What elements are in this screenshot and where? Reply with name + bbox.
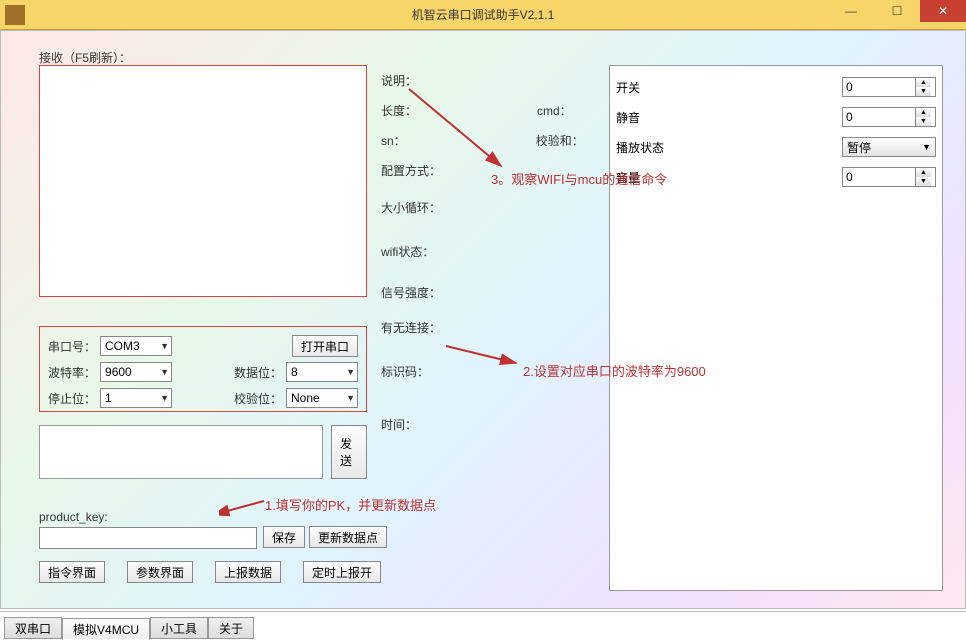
port-label: 串口号： <box>48 338 96 355</box>
cfg-label: 配置方式： <box>381 162 441 179</box>
loop-label: 大小循环： <box>381 199 441 216</box>
wifi-label: wifi状态： <box>381 243 434 260</box>
baud-label: 波特率： <box>48 364 96 381</box>
signal-label: 信号强度： <box>381 284 441 301</box>
minimize-button[interactable]: — <box>828 0 874 22</box>
annotation-1: 1.填写你的PK，并更新数据点 <box>265 495 436 514</box>
len-label: 长度： <box>381 102 417 119</box>
product-key-label: product_key: <box>39 510 108 524</box>
tab-tools[interactable]: 小工具 <box>150 617 208 639</box>
check-combo[interactable]: None▼ <box>286 388 358 408</box>
receive-label: 接收（F5刷新）： <box>39 49 131 66</box>
chk-label: 校验和： <box>536 132 584 149</box>
sn-label: sn： <box>381 132 406 149</box>
close-button[interactable]: ✕ <box>920 0 966 22</box>
tab-simulate-v4mcu[interactable]: 模拟V4MCU <box>62 618 150 640</box>
save-button[interactable]: 保存 <box>263 526 305 548</box>
mute-label: 静音 <box>616 109 842 126</box>
volume-spinner[interactable]: ▲▼ <box>842 167 936 187</box>
report-button[interactable]: 上报数据 <box>215 561 281 583</box>
send-textarea[interactable] <box>39 425 323 479</box>
window-buttons: — ☐ ✕ <box>828 0 966 22</box>
mute-spinner[interactable]: ▲▼ <box>842 107 936 127</box>
port-combo[interactable]: COM3▼ <box>100 336 172 356</box>
datapoint-panel: 开关 ▲▼ 静音 ▲▼ 播放状态 暂停▼ 音量 ▲▼ <box>609 65 943 591</box>
annotation-3: 3。观察WIFI与mcu的通信命令 <box>491 169 667 188</box>
param-ui-button[interactable]: 参数界面 <box>127 561 193 583</box>
id-label: 标识码： <box>381 363 429 380</box>
tab-about[interactable]: 关于 <box>208 617 254 639</box>
serial-settings: 串口号： COM3▼ 打开串口 波特率： 9600▼ 数据位： 8▼ 停止位： … <box>39 326 367 412</box>
check-label: 校验位： <box>234 390 282 407</box>
send-button[interactable]: 发送 <box>331 425 367 479</box>
cmd-ui-button[interactable]: 指令界面 <box>39 561 105 583</box>
play-label: 播放状态 <box>616 139 842 156</box>
maximize-button[interactable]: ☐ <box>874 0 920 22</box>
update-datapoint-button[interactable]: 更新数据点 <box>309 526 387 548</box>
desc-label: 说明： <box>381 72 417 89</box>
up-arrow-icon: ▲ <box>916 78 931 87</box>
databit-combo[interactable]: 8▼ <box>286 362 358 382</box>
conn-label: 有无连接： <box>381 319 441 336</box>
stop-combo[interactable]: 1▼ <box>100 388 172 408</box>
cmd-label: cmd： <box>537 102 572 119</box>
annotation-arrow-1 <box>219 497 269 517</box>
down-arrow-icon: ▼ <box>916 87 931 96</box>
product-key-input[interactable] <box>39 527 257 549</box>
bottom-button-row: 指令界面 参数界面 上报数据 定时上报开 <box>39 561 381 583</box>
window-title: 机智云串口调试助手V2.1.1 <box>412 6 555 23</box>
open-port-button[interactable]: 打开串口 <box>292 335 358 357</box>
stop-label: 停止位： <box>48 390 96 407</box>
timer-report-button[interactable]: 定时上报开 <box>303 561 381 583</box>
receive-textarea[interactable] <box>39 65 367 297</box>
tab-bar: 双串口 模拟V4MCU 小工具 关于 <box>0 611 966 639</box>
databit-label: 数据位： <box>234 364 282 381</box>
content-area: 接收（F5刷新）： 串口号： COM3▼ 打开串口 波特率： 9600▼ 数据位… <box>0 30 966 609</box>
info-column: 说明： 长度：cmd： sn：校验和： 配置方式： 大小循环： wifi状态： … <box>381 65 601 449</box>
baud-combo[interactable]: 9600▼ <box>100 362 172 382</box>
titlebar: 机智云串口调试助手V2.1.1 — ☐ ✕ <box>0 0 966 30</box>
switch-label: 开关 <box>616 79 842 96</box>
switch-spinner[interactable]: ▲▼ <box>842 77 936 97</box>
play-dropdown[interactable]: 暂停▼ <box>842 137 936 157</box>
app-icon <box>5 5 25 25</box>
tab-dual-serial[interactable]: 双串口 <box>4 617 62 639</box>
time-label: 时间： <box>381 416 417 433</box>
annotation-2: 2.设置对应串口的波特率为9600 <box>523 361 706 380</box>
